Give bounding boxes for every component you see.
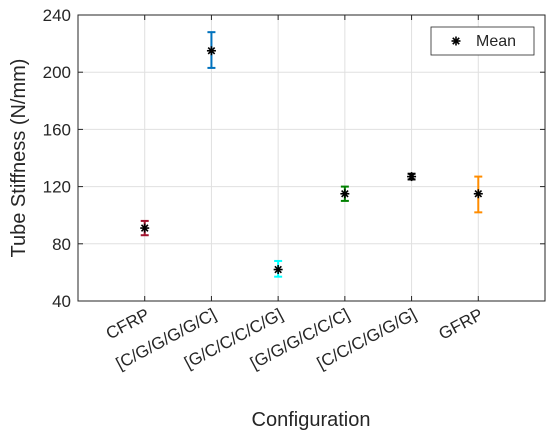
axes: [77, 14, 546, 302]
y-tick-label: 160: [43, 120, 71, 139]
legend: Mean: [430, 26, 535, 56]
y-tick-label: 40: [52, 292, 71, 311]
legend-label: Mean: [476, 33, 516, 50]
y-tick-label: 240: [43, 6, 71, 25]
mean-marker: [206, 46, 216, 56]
y-axis-label: Tube Stiffness (N/mm): [8, 59, 30, 258]
mean-marker: [273, 265, 283, 275]
x-tick-labels: CFRP[C/G/G/G/G/C][G/C/C/C/C/G][G/G/G/C/C…: [103, 305, 486, 374]
y-tick-label: 200: [43, 63, 71, 82]
x-tick-label: CFRP: [103, 305, 153, 344]
mean-marker: [407, 172, 417, 182]
plot-area: [78, 15, 545, 301]
mean-markers: [140, 46, 483, 275]
legend-asterisk-icon: [451, 36, 461, 46]
axes-box: [77, 14, 546, 302]
x-axis-label: Configuration: [252, 409, 371, 431]
mean-marker: [473, 189, 483, 199]
y-tick-label: 120: [43, 178, 71, 197]
mean-marker: [340, 189, 350, 199]
y-tick-labels: 40 80 120 160 200 240: [43, 6, 71, 311]
legend-asterisk: [451, 36, 461, 46]
legend-box: [430, 26, 535, 56]
mean-marker: [140, 223, 150, 233]
y-tick-label: 80: [52, 235, 71, 254]
x-tick-label: GFRP: [436, 305, 487, 344]
